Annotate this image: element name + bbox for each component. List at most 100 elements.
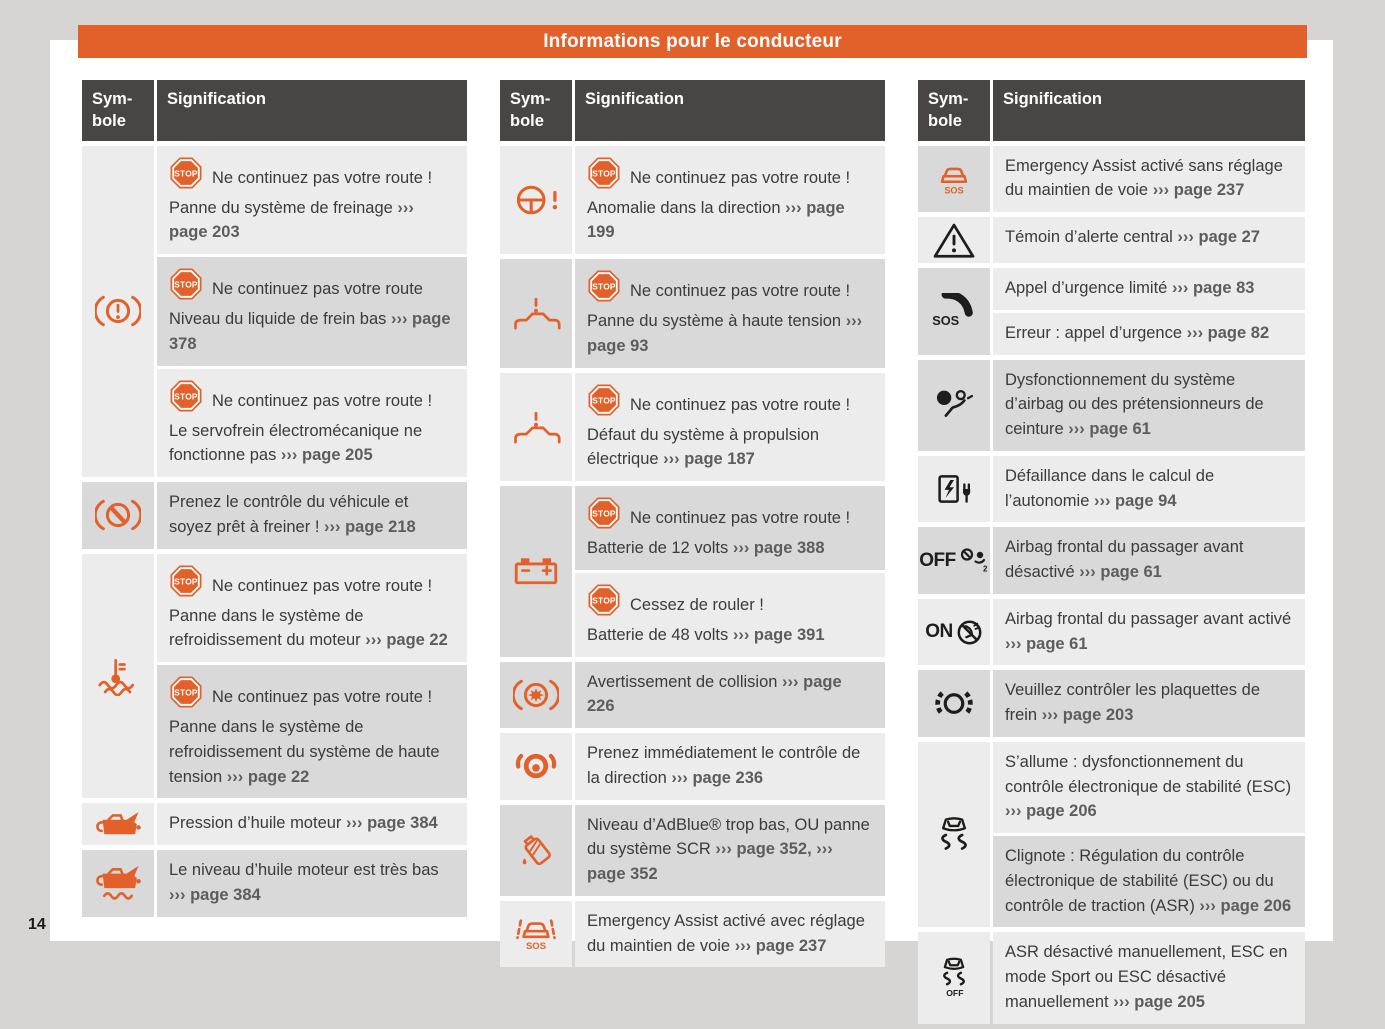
text-segment: Le servofrein électromécanique ne foncti…: [169, 421, 423, 465]
signification-cell: Pression d’huile moteur ››› page 384: [157, 803, 467, 846]
symbol-cell: SOS: [500, 900, 572, 968]
text-segment: Panne dans le système de refroidissement…: [169, 718, 440, 786]
signification-text: Veuillez contrôler les plaquettes de fre…: [1005, 678, 1293, 728]
symbol-table-1: Sym-bole Signification STOP Ne continuez pa…: [82, 80, 467, 922]
table-group: ON Airbag frontal du passager avant activ…: [918, 598, 1305, 666]
stop-warning-line: STOP Cessez de rouler !: [587, 583, 873, 617]
page-reference: ››› page 187: [663, 450, 755, 469]
text-segment: Défaut du système à propulsion électriqu…: [587, 425, 820, 469]
signification-cell: Erreur : appel d’urgence ››› page 82: [993, 312, 1305, 355]
symbol-cell: [918, 741, 990, 928]
signification-cell: Airbag frontal du passager avant activé …: [993, 598, 1305, 666]
emergency-assist-lane-icon: SOS: [513, 915, 559, 953]
symbol-cell: [82, 145, 154, 478]
table-group: Pression d’huile moteur ››› page 384: [82, 803, 467, 846]
brake-warning-icon: [95, 294, 141, 328]
signification-cell: Le niveau d’huile moteur est très bas ››…: [157, 850, 467, 917]
signification-text: Prenez immédiatement le contrôle de la d…: [587, 741, 873, 791]
table-group: Niveau d’AdBlue® trop bas, OU panne du s…: [500, 804, 885, 896]
symbol-cell: [918, 217, 990, 264]
svg-text:STOP: STOP: [174, 688, 198, 698]
table-group: S’allume : dysfonctionnement du contrôle…: [918, 741, 1305, 928]
page-reference: ››› page 205: [280, 446, 373, 465]
svg-text:STOP: STOP: [592, 168, 616, 178]
symbol-cell: SOS: [918, 268, 990, 355]
signification-text: Prenez le contrôle du véhicule et soyez …: [169, 490, 455, 540]
page-reference: ››› page 237: [1152, 181, 1245, 200]
page-reference: ››› page 22: [365, 631, 448, 650]
symbol-cell: [82, 850, 154, 917]
stop-warning-line: STOP Ne continuez pas votre route !: [587, 269, 873, 303]
stop-sign-icon: STOP: [587, 583, 621, 617]
page-reference: ››› page 203: [1041, 706, 1134, 725]
page-reference: ››› page 61: [1079, 563, 1162, 582]
text-segment: Prenez immédiatement le contrôle de la d…: [587, 744, 861, 787]
table-group: SOS Appel d’urgence limité ››› page 83 Err…: [918, 268, 1305, 355]
brake-pads-icon: [931, 688, 977, 720]
signification-text: Erreur : appel d’urgence ››› page 82: [1005, 321, 1293, 346]
stop-sign-icon: STOP: [169, 156, 203, 190]
stop-warning-text: Ne continuez pas votre route !: [630, 395, 851, 414]
signification-text: Emergency Assist activé avec réglage du …: [587, 909, 873, 959]
signification-text: Batterie de 48 volts ››› page 391: [587, 623, 873, 648]
symbol-cell: [82, 553, 154, 799]
signification-cell: Appel d’urgence limité ››› page 83: [993, 268, 1305, 310]
text-segment: Défaillance dans le calcul de l’autonomi…: [1005, 466, 1215, 510]
signification-text: Défaillance dans le calcul de l’autonomi…: [1005, 464, 1293, 514]
signification-cell: STOP Ne continuez pas votre route ! Défaut…: [575, 372, 885, 482]
signification-cell: STOP Ne continuez pas votre route ! Panne …: [157, 665, 467, 799]
symbol-cell: [918, 455, 990, 523]
column-header-signification: Signification: [993, 80, 1305, 141]
page-reference: ››› page 27: [1177, 228, 1260, 247]
signification-cell: Clignote : Régulation du contrôle électr…: [993, 836, 1305, 928]
signification-text: Niveau d’AdBlue® trop bas, OU panne du s…: [587, 813, 873, 887]
car-warning-icon: [511, 408, 561, 446]
signification-cell: STOP Cessez de rouler ! Batterie de 48 vol…: [575, 572, 885, 657]
signification-text: Le servofrein électromécanique ne foncti…: [169, 419, 455, 469]
signification-text: Pression d’huile moteur ››› page 384: [169, 811, 455, 836]
text-segment: Airbag frontal du passager avant désacti…: [1005, 538, 1244, 582]
table-header: Sym-bole Signification: [500, 80, 885, 141]
signification-text: Appel d’urgence limité ››› page 83: [1005, 276, 1293, 301]
stop-warning-text: Ne continuez pas votre route !: [630, 282, 851, 301]
adblue-icon: [515, 830, 557, 870]
symbol-cell: OFF 2: [918, 527, 990, 594]
symbol-table-3: Sym-bole Signification SOS Emergency Assist…: [918, 80, 1305, 1029]
symbol-cell: [500, 259, 572, 368]
signification-text: Emergency Assist activé sans réglage du …: [1005, 154, 1293, 204]
text-segment: Erreur : appel d’urgence: [1005, 323, 1187, 342]
stop-warning-line: STOP Ne continuez pas votre route !: [169, 675, 455, 709]
stop-sign-icon: STOP: [587, 269, 621, 303]
text-segment: Emergency Assist activé sans réglage du …: [1005, 156, 1283, 200]
column-header-signification: Signification: [575, 80, 885, 141]
svg-text:STOP: STOP: [174, 168, 198, 178]
stop-warning-text: Ne continuez pas votre route !: [630, 509, 851, 528]
text-segment: Batterie de 12 volts: [587, 539, 733, 558]
symbol-cell: [500, 486, 572, 657]
page-reference: ››› page 61: [1068, 420, 1151, 439]
page-reference: ››› page 218: [324, 517, 416, 536]
table-header: Sym-bole Signification: [82, 80, 467, 141]
stop-warning-text: Ne continuez pas votre route !: [212, 688, 433, 707]
signification-text: Avertissement de collision ››› page 226: [587, 670, 873, 720]
svg-text:SOS: SOS: [526, 941, 546, 952]
text-segment: Niveau du liquide de frein bas: [169, 310, 391, 329]
battery-icon: [512, 555, 560, 587]
symbol-cell: [918, 359, 990, 451]
signification-cell: STOP Ne continuez pas votre route ! Panne …: [575, 259, 885, 368]
page-reference: ››› page 384: [346, 814, 438, 833]
table-group: Défaillance dans le calcul de l’autonomi…: [918, 455, 1305, 523]
signification-text: Anomalie dans la direction ››› page 199: [587, 196, 873, 246]
stop-sign-icon: STOP: [587, 156, 621, 190]
text-segment: S’allume : dysfonctionnement du contrôle…: [1005, 752, 1292, 796]
text-segment: Le niveau d’huile moteur est très bas: [169, 861, 439, 880]
charging-station-icon: [932, 471, 976, 507]
symbol-cell: [500, 372, 572, 482]
symbol-cell: [500, 661, 572, 729]
text-segment: Prenez le contrôle du véhicule et soyez …: [169, 493, 409, 536]
airbag-off-icon: OFF 2: [919, 547, 988, 574]
table-group: STOP Ne continuez pas votre route ! Batter…: [500, 486, 885, 657]
svg-text:OFF: OFF: [946, 988, 963, 998]
table-group: STOP Ne continuez pas votre route ! Panne …: [82, 553, 467, 799]
signification-cell: STOP Ne continuez pas votre route ! Le ser…: [157, 368, 467, 478]
